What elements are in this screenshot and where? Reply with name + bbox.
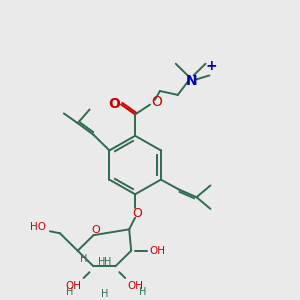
Text: O: O (91, 225, 100, 235)
Text: H: H (101, 289, 108, 298)
Text: O: O (152, 95, 162, 109)
Text: +: + (206, 59, 217, 73)
Text: O: O (108, 97, 120, 111)
Text: OH: OH (149, 246, 165, 256)
Text: OH: OH (66, 281, 82, 291)
Text: H: H (66, 287, 74, 297)
Text: H: H (80, 254, 87, 263)
Text: O: O (132, 207, 142, 220)
Text: H: H (98, 257, 105, 267)
Text: H: H (104, 257, 111, 267)
Text: N: N (186, 74, 197, 88)
Text: HO: HO (30, 222, 46, 233)
Text: H: H (140, 287, 147, 297)
Text: OH: OH (127, 281, 143, 291)
